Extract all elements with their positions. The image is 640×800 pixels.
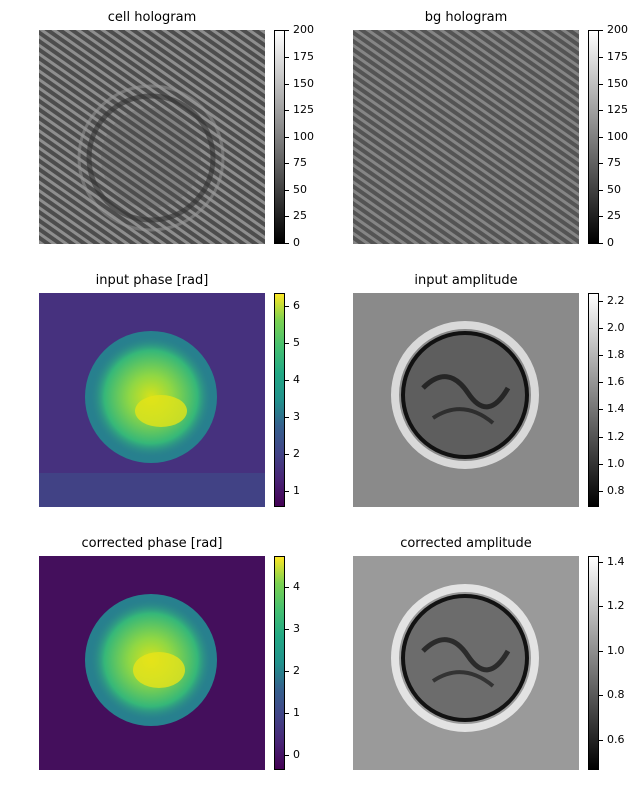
tick-label: 125 [293,103,314,116]
tick-label: 5 [293,336,300,349]
tick-label: 100 [607,130,628,143]
colorbar-cell-hologram [274,30,285,244]
tick-label: 150 [293,77,314,90]
tick-label: 2 [293,664,300,677]
tick-label: 1 [293,484,300,497]
title-input-amplitude: input amplitude [414,273,518,288]
image-corrected-amplitude [353,556,579,770]
tick-label: 4 [293,580,300,593]
tick-label: 3 [293,410,300,423]
tick-label: 175 [293,50,314,63]
title-input-phase: input phase [rad] [95,273,209,288]
title-corrected-amplitude: corrected amplitude [400,536,532,551]
tick-label: 1.2 [607,430,625,443]
tick-label: 2 [293,447,300,460]
tick-label: 0 [607,236,614,249]
image-input-phase [39,293,265,507]
tick-label: 1.2 [607,599,625,612]
tick-label: 2.0 [607,321,625,334]
tick-label: 1.4 [607,555,625,568]
image-bg-hologram [353,30,579,244]
tick-label: 0 [293,236,300,249]
tick-label: 100 [293,130,314,143]
colorbar-input-amplitude [588,293,599,507]
tick-label: 50 [293,183,307,196]
tick-label: 0 [293,748,300,761]
tick-label: 0.8 [607,484,625,497]
tick-label: 200 [293,23,314,36]
tick-label: 150 [607,77,628,90]
tick-label: 1.6 [607,375,625,388]
tick-label: 75 [293,156,307,169]
tick-label: 3 [293,622,300,635]
colorbar-corrected-amplitude [588,556,599,770]
tick-label: 25 [607,209,621,222]
colorbar-input-phase [274,293,285,507]
tick-label: 4 [293,373,300,386]
image-input-amplitude [353,293,579,507]
image-corrected-phase [39,556,265,770]
tick-label: 1.0 [607,644,625,657]
tick-label: 1.8 [607,348,625,361]
title-bg-hologram: bg hologram [424,10,508,25]
tick-label: 50 [607,183,621,196]
image-cell-hologram [39,30,265,244]
tick-label: 75 [607,156,621,169]
tick-label: 1.0 [607,457,625,470]
title-cell-hologram: cell hologram [107,10,197,25]
tick-label: 0.6 [607,733,625,746]
tick-label: 200 [607,23,628,36]
tick-label: 175 [607,50,628,63]
colorbar-bg-hologram [588,30,599,244]
tick-label: 1.4 [607,402,625,415]
tick-label: 0.8 [607,688,625,701]
tick-label: 6 [293,299,300,312]
title-corrected-phase: corrected phase [rad] [81,536,223,551]
tick-label: 1 [293,706,300,719]
tick-label: 125 [607,103,628,116]
tick-label: 25 [293,209,307,222]
tick-label: 2.2 [607,294,625,307]
colorbar-corrected-phase [274,556,285,770]
